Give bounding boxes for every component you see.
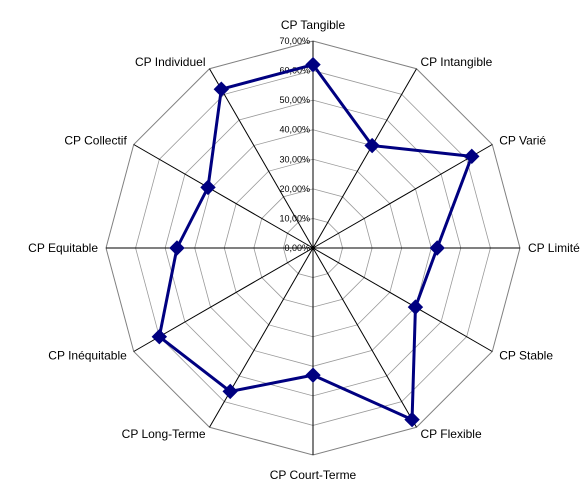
axis-spoke (312, 68, 417, 249)
category-label: CP Long-Terme (122, 427, 206, 441)
category-label: CP Individuel (135, 55, 206, 69)
label-layer: CP Tangible CP Intangible CP Varié CP Limit… (28, 18, 580, 482)
tick-label: 40,00% (279, 125, 310, 135)
data-point-marker (169, 240, 185, 256)
tick-label: 0,00% (284, 243, 310, 253)
category-label: CP Limité (528, 241, 580, 255)
data-point-marker (222, 383, 238, 400)
axis-spoke (133, 144, 314, 249)
axis-spoke (209, 247, 314, 428)
category-label: CP Intangible (421, 55, 493, 69)
axis-layer (106, 41, 520, 455)
tick-label: 20,00% (279, 184, 310, 194)
data-point-marker (213, 81, 230, 97)
data-point-marker (305, 367, 321, 383)
data-point-marker (364, 137, 380, 154)
data-point-marker (429, 240, 445, 256)
axis-spoke (312, 144, 493, 249)
category-label: CP Court-Terme (270, 468, 357, 482)
data-point-marker (151, 329, 168, 345)
category-label: CP Varié (499, 134, 546, 148)
data-point-marker (200, 179, 216, 196)
category-label: CP Collectif (64, 134, 127, 148)
category-label: CP Stable (499, 349, 553, 363)
data-point-marker (407, 299, 424, 315)
series-layer (151, 56, 480, 428)
data-point-marker (404, 411, 420, 428)
axis-spoke (209, 68, 314, 249)
tick-label: 10,00% (279, 213, 310, 223)
category-label: CP Tangible (281, 18, 346, 32)
category-label: CP Inéquitable (48, 349, 127, 363)
data-point-marker (464, 148, 480, 165)
axis-spoke (312, 247, 493, 352)
data-point-marker (305, 56, 321, 73)
tick-label: 70,00% (279, 36, 310, 46)
axis-spoke (312, 247, 417, 428)
tick-label: 30,00% (279, 154, 310, 164)
tick-label: 50,00% (279, 95, 310, 105)
category-label: CP Flexible (421, 427, 482, 441)
category-label: CP Equitable (28, 241, 98, 255)
